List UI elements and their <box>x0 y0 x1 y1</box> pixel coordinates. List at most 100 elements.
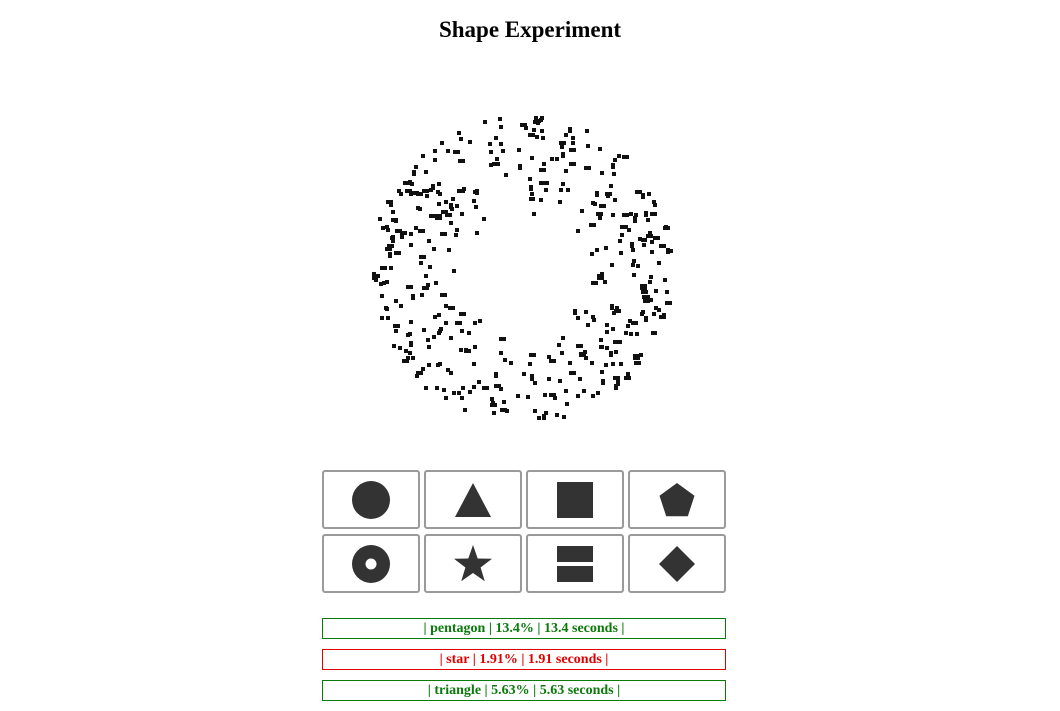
stimulus-dot <box>418 207 422 211</box>
stimulus-dot <box>502 400 506 404</box>
stimulus-dot <box>576 316 580 320</box>
stimulus-dot <box>651 331 655 335</box>
stimulus-dot <box>414 165 418 169</box>
stimulus-dot <box>501 149 505 153</box>
stimulus-dot <box>544 188 548 192</box>
stimulus-dot <box>405 189 412 193</box>
stimulus-dot <box>455 321 462 325</box>
stimulus-dot <box>478 319 482 323</box>
stimulus-dot <box>426 338 430 342</box>
stimulus-dot <box>380 294 384 298</box>
stimulus-dot <box>464 349 471 353</box>
stimulus-dot <box>463 408 467 412</box>
stimulus-dot <box>579 352 586 356</box>
stimulus-dot <box>451 197 455 201</box>
pentagon-button[interactable] <box>628 470 726 529</box>
stimulus-dot <box>472 199 476 203</box>
stimulus-dot <box>569 371 576 375</box>
stimulus-dot <box>541 136 545 140</box>
stimulus-dot <box>435 214 442 220</box>
stimulus-dot <box>462 187 466 191</box>
stimulus-dot <box>615 340 622 344</box>
stimulus-dot <box>499 142 503 146</box>
stimulus-dot <box>491 401 495 405</box>
stimulus-dot <box>409 243 413 247</box>
split-square-button[interactable] <box>526 534 624 593</box>
circle-button[interactable] <box>322 470 420 529</box>
stimulus-dot <box>461 386 465 390</box>
stimulus-dot <box>419 261 423 265</box>
stimulus-dot <box>391 239 395 243</box>
stimulus-dot <box>473 321 477 325</box>
stimulus-dot <box>597 274 604 280</box>
stimulus-dot <box>622 213 629 217</box>
stimulus-dot <box>644 316 648 322</box>
diamond-button[interactable] <box>628 534 726 593</box>
stimulus-dot <box>614 309 621 313</box>
stimulus-dot <box>386 316 390 320</box>
stimulus-dot <box>433 149 437 153</box>
stimulus-dot <box>591 394 595 398</box>
stimulus-dot <box>492 411 496 415</box>
stimulus-dot <box>404 349 408 353</box>
square-button[interactable] <box>526 470 624 529</box>
stimulus-dot <box>555 413 559 417</box>
stimulus-dot <box>585 129 589 133</box>
stimulus-dot <box>665 290 669 294</box>
stimulus-dot <box>558 379 562 383</box>
stimulus-dot <box>419 255 426 259</box>
stimulus-dot <box>392 344 396 348</box>
ring-button[interactable] <box>322 534 420 593</box>
stimulus-dot <box>590 361 594 365</box>
stimulus-dot <box>411 294 415 300</box>
stimulus-dot <box>454 233 458 237</box>
stimulus-dot <box>643 299 650 303</box>
stimulus-dot <box>397 189 401 193</box>
stimulus-dot <box>385 247 392 251</box>
stimulus-dot <box>634 361 641 365</box>
stimulus-dot <box>583 350 587 354</box>
stimulus-dot <box>522 372 526 376</box>
stimulus-dot <box>389 203 393 207</box>
stimulus-dot <box>449 203 453 209</box>
stimulus-dot <box>482 386 489 390</box>
stimulus-dot <box>559 188 563 192</box>
stimulus-dot <box>576 394 580 398</box>
stimulus-dot <box>528 177 532 181</box>
stimulus-dot <box>610 263 614 267</box>
stimulus-dot <box>611 327 615 331</box>
stimulus-dot <box>488 142 492 146</box>
stimulus-dot <box>385 225 389 229</box>
stimulus-dot <box>457 189 461 193</box>
stimulus-dot <box>603 280 607 284</box>
stimulus-dot <box>455 228 459 232</box>
stimulus-dot <box>395 229 402 233</box>
stimulus-dot <box>641 238 645 242</box>
stimulus-dot <box>540 129 544 133</box>
stimulus-dot <box>499 351 503 355</box>
stimulus-dot <box>595 248 599 252</box>
stimulus-dot <box>424 170 428 174</box>
stimulus-dot <box>629 212 633 216</box>
dot-stimulus <box>372 116 673 420</box>
stimulus-dot <box>591 201 595 205</box>
stimulus-dot <box>638 237 642 241</box>
triangle-button[interactable] <box>424 470 522 529</box>
stimulus-dot <box>400 235 404 239</box>
stimulus-dot <box>427 363 431 367</box>
stimulus-dot <box>381 226 385 230</box>
stimulus-dot <box>599 338 603 342</box>
stimulus-dot <box>409 232 413 236</box>
stimulus-dot <box>561 336 565 340</box>
stimulus-dot <box>432 247 436 251</box>
stimulus-dot <box>646 234 653 238</box>
stimulus-dot <box>416 192 423 196</box>
stimulus-dot <box>422 328 426 332</box>
stimulus-dot <box>635 190 642 194</box>
stimulus-dot <box>499 337 506 341</box>
stimulus-dot <box>489 150 493 154</box>
stimulus-dot <box>455 204 459 208</box>
star-button[interactable] <box>424 534 522 593</box>
stimulus-dot <box>653 236 660 240</box>
stimulus-dot <box>564 133 568 137</box>
